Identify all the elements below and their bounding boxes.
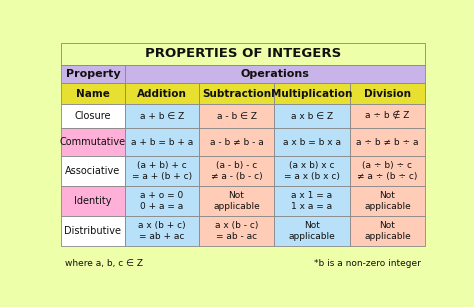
Text: a + b ∈ Z: a + b ∈ Z [140, 111, 184, 121]
Bar [61, 156, 125, 186]
Text: a + b = b + a: a + b = b + a [131, 138, 193, 147]
Text: a - b ∈ Z: a - b ∈ Z [217, 111, 256, 121]
Text: PROPERTIES OF INTEGERS: PROPERTIES OF INTEGERS [145, 48, 341, 60]
Text: Identity: Identity [74, 196, 112, 206]
Text: Property: Property [65, 69, 120, 79]
Bar [61, 65, 125, 84]
Text: a x (b + c)
= ab + ac: a x (b + c) = ab + ac [138, 221, 186, 241]
Text: Associative: Associative [65, 166, 120, 176]
Text: *b is a non-zero integer: *b is a non-zero integer [314, 259, 421, 268]
Text: a ÷ b ∉ Z: a ÷ b ∉ Z [365, 111, 410, 121]
Text: Not
applicable: Not applicable [289, 221, 336, 241]
Bar [61, 43, 425, 65]
Text: Multiplication: Multiplication [271, 88, 353, 99]
Text: Not
applicable: Not applicable [364, 191, 411, 211]
Bar [199, 186, 274, 216]
Bar [350, 128, 425, 156]
Text: Not
applicable: Not applicable [364, 221, 411, 241]
Bar [199, 104, 274, 128]
Text: a + o = 0
0 + a = a: a + o = 0 0 + a = a [140, 191, 183, 211]
Text: a x b = b x a: a x b = b x a [283, 138, 341, 147]
Text: Addition: Addition [137, 88, 187, 99]
Bar [274, 128, 350, 156]
Bar [274, 216, 350, 246]
Bar [199, 216, 274, 246]
Bar [350, 84, 425, 104]
Text: Not
applicable: Not applicable [213, 191, 260, 211]
Bar [125, 104, 199, 128]
Bar [61, 128, 125, 156]
Text: a x 1 = a
1 x a = a: a x 1 = a 1 x a = a [292, 191, 333, 211]
Text: Division: Division [364, 88, 411, 99]
Bar [125, 186, 199, 216]
Text: where a, b, c ∈ Z: where a, b, c ∈ Z [65, 259, 143, 268]
Text: a - b ≠ b - a: a - b ≠ b - a [210, 138, 264, 147]
Text: (a + b) + c
= a + (b + c): (a + b) + c = a + (b + c) [132, 161, 192, 181]
Bar [274, 156, 350, 186]
Bar [125, 216, 199, 246]
Bar [125, 128, 199, 156]
Bar [350, 186, 425, 216]
Text: (a - b) - c
≠ a - (b - c): (a - b) - c ≠ a - (b - c) [211, 161, 263, 181]
Text: a ÷ b ≠ b ÷ a: a ÷ b ≠ b ÷ a [356, 138, 419, 147]
Text: Subtraction: Subtraction [202, 88, 271, 99]
Bar [61, 186, 125, 216]
Bar [274, 84, 350, 104]
Text: Commutative: Commutative [60, 137, 126, 147]
Bar [350, 216, 425, 246]
Bar [274, 186, 350, 216]
Bar [350, 104, 425, 128]
Text: a x b ∈ Z: a x b ∈ Z [291, 111, 333, 121]
Text: Closure: Closure [75, 111, 111, 121]
Bar [61, 216, 125, 246]
Bar [199, 128, 274, 156]
Text: Distributive: Distributive [64, 226, 121, 236]
Bar [125, 156, 199, 186]
Bar [199, 156, 274, 186]
Text: Name: Name [76, 88, 110, 99]
Text: a x (b - c)
= ab - ac: a x (b - c) = ab - ac [215, 221, 258, 241]
Text: Operations: Operations [240, 69, 309, 79]
Bar [274, 104, 350, 128]
Bar [350, 156, 425, 186]
Text: (a x b) x c
= a x (b x c): (a x b) x c = a x (b x c) [284, 161, 340, 181]
Bar [61, 104, 125, 128]
Bar [61, 84, 125, 104]
Text: (a ÷ b) ÷ c
≠ a ÷ (b ÷ c): (a ÷ b) ÷ c ≠ a ÷ (b ÷ c) [357, 161, 418, 181]
Bar [125, 65, 425, 84]
Bar [125, 84, 199, 104]
Bar [199, 84, 274, 104]
